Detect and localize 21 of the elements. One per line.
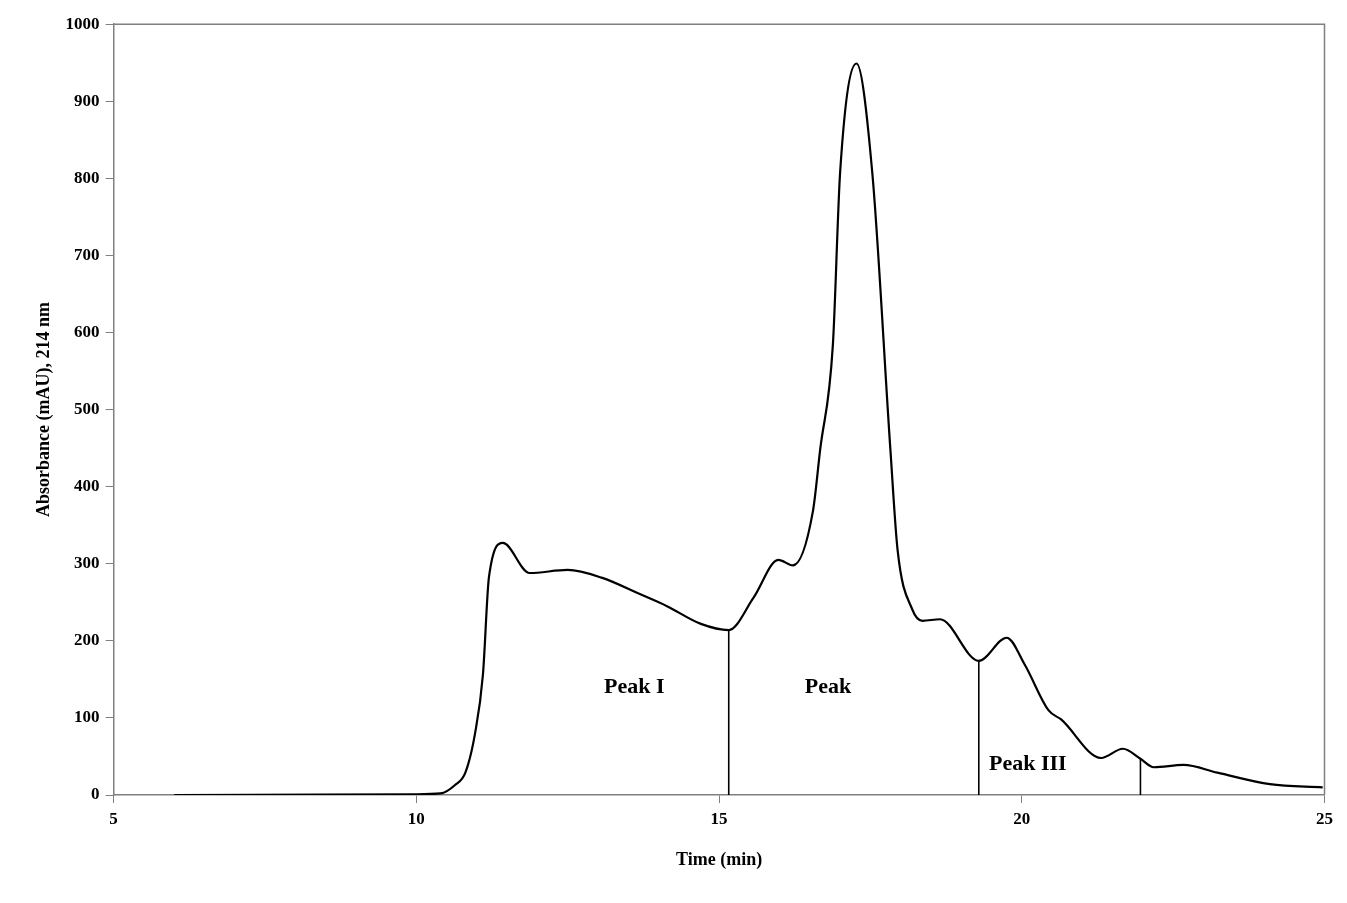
- y-tick-label: 200: [74, 630, 100, 650]
- y-tick-label: 300: [74, 553, 100, 573]
- x-tick-label: 25: [1316, 808, 1333, 828]
- annotation: Peak: [804, 672, 853, 698]
- annotation: Peak III: [989, 749, 1067, 775]
- annotation: Peak I: [604, 672, 665, 698]
- y-axis-title: Absorbance (mAU), 214 nm: [33, 302, 55, 518]
- y-tick-label: 700: [74, 244, 100, 264]
- y-tick-label: 500: [74, 398, 100, 418]
- y-tick-label: 0: [91, 784, 100, 804]
- x-tick-label: 20: [1013, 808, 1031, 828]
- y-tick-label: 1000: [65, 13, 100, 33]
- y-tick-label: 800: [74, 167, 100, 187]
- x-axis-title: Time (min): [675, 848, 763, 870]
- y-tick-label: 600: [74, 321, 100, 341]
- x-tick-label: 15: [710, 808, 728, 828]
- y-tick-label: 400: [74, 476, 100, 496]
- x-tick-label: 10: [407, 808, 425, 828]
- x-tick-label: 5: [109, 808, 118, 828]
- y-tick-label: 900: [74, 90, 100, 110]
- y-tick-label: 100: [74, 707, 100, 727]
